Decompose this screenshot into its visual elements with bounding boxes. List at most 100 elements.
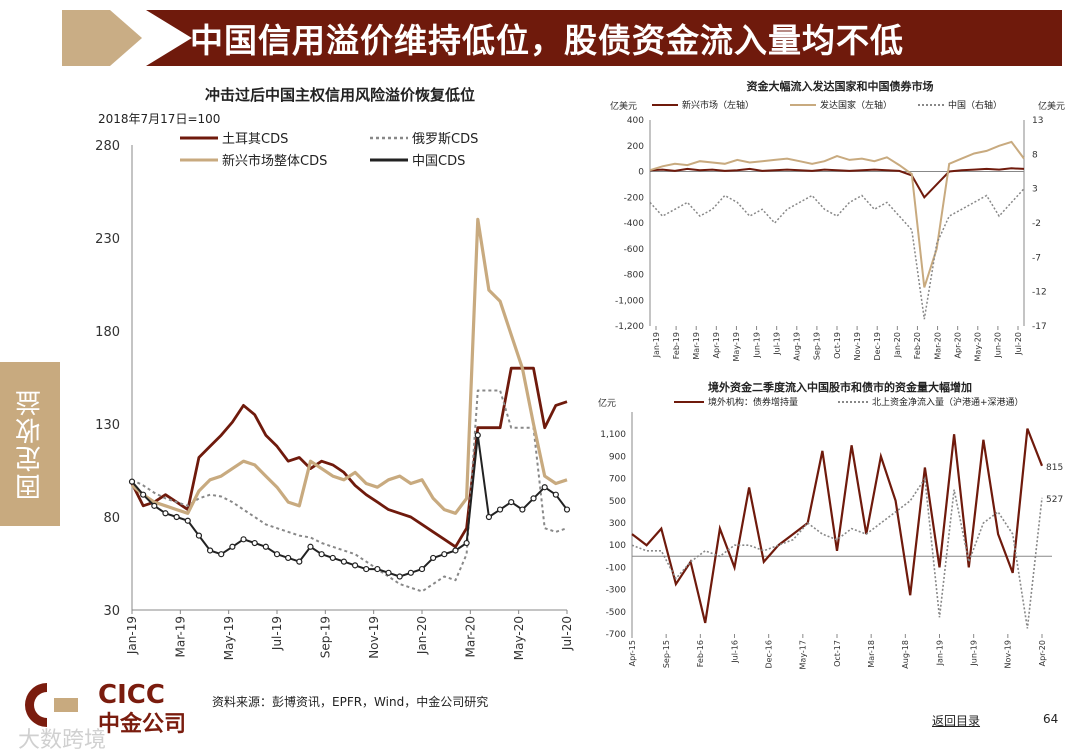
left-tick-label: 0 — [638, 168, 644, 178]
y-tick-label: -500 — [606, 608, 627, 618]
x-tick-label: May-19 — [732, 332, 741, 361]
right-tick-label: -2 — [1032, 219, 1041, 229]
left-tick-label: -800 — [624, 271, 645, 281]
x-tick-label: Jun-19 — [969, 640, 978, 667]
y-tick-label: 230 — [95, 232, 120, 247]
watermark: 大数跨境 — [18, 728, 107, 753]
x-tick-label: Jan-19 — [125, 616, 139, 655]
data-point — [430, 554, 437, 562]
data-point — [296, 558, 303, 565]
data-point — [318, 551, 325, 558]
back-to-contents-link[interactable]: 返回目录 — [932, 714, 981, 728]
x-tick-label: Nov-19 — [1004, 640, 1013, 668]
data-point — [374, 565, 381, 573]
data-point — [340, 558, 348, 565]
x-tick-label: Sep-19 — [319, 616, 333, 658]
x-tick-label: Jun-20 — [994, 332, 1003, 359]
x-tick-label: Jul-19 — [772, 332, 781, 356]
series-line — [130, 217, 568, 515]
data-point — [128, 478, 136, 485]
x-tick-label: Feb-20 — [913, 332, 922, 359]
x-tick-label: Dec-16 — [764, 640, 773, 669]
data-point — [285, 554, 292, 562]
series-line — [649, 140, 1025, 288]
y-tick-label: 280 — [95, 139, 120, 154]
data-point — [441, 551, 448, 558]
section-tab — [0, 362, 60, 526]
data-point — [519, 506, 526, 513]
x-tick-label: Aug-19 — [793, 332, 802, 361]
data-point — [273, 551, 281, 558]
x-tick-label: Feb-16 — [696, 640, 705, 667]
data-point — [385, 569, 392, 576]
x-tick-label: Oct-17 — [833, 640, 842, 667]
data-point — [307, 543, 314, 550]
x-tick-label: Mar-18 — [867, 640, 876, 668]
source-note: 资料来源：彭博资讯，EPFR，Wind，中金公司研究 — [212, 695, 489, 709]
x-tick-label: Jan-20 — [415, 616, 429, 655]
data-point — [218, 551, 225, 558]
series-line — [649, 167, 1025, 199]
y-tick-label: 130 — [95, 418, 120, 433]
page-title: 中国信用溢价维持低位，股债资金流入量均不低 — [190, 21, 904, 60]
data-point — [351, 562, 359, 569]
y-tick-label: -100 — [606, 563, 627, 573]
y-tick-label: -700 — [606, 630, 627, 640]
data-point — [206, 547, 214, 554]
left-axis-unit: 亿美元 — [610, 100, 637, 112]
right-tick-label: 3 — [1032, 185, 1038, 195]
y-tick-label: 100 — [609, 541, 626, 551]
left-axis-unit: 亿元 — [598, 397, 616, 409]
x-tick-label: Sep-19 — [813, 332, 822, 360]
left-tick-label: 200 — [627, 142, 644, 152]
legend-label: 境外机构：债券增持量 — [708, 396, 798, 408]
data-point — [508, 499, 515, 506]
x-tick-label: Jul-20 — [1014, 332, 1023, 356]
x-tick-label: May-19 — [222, 616, 236, 660]
x-tick-label: Jan-20 — [893, 332, 902, 358]
x-tick-label: Jul-16 — [730, 640, 739, 664]
x-tick-label: Jun-19 — [752, 332, 761, 359]
data-point — [418, 565, 426, 573]
x-tick-label: May-20 — [974, 332, 983, 361]
x-tick-label: May-20 — [512, 616, 526, 660]
x-tick-label: Feb-19 — [672, 332, 681, 359]
legend-label: 俄罗斯CDS — [412, 132, 478, 147]
chart-subtitle: 2018年7月17日=100 — [98, 112, 220, 126]
legend-label: 新兴市场（左轴） — [682, 99, 754, 111]
right-tick-label: 13 — [1032, 116, 1043, 126]
legend-label: 中国CDS — [412, 154, 465, 169]
x-tick-label: Mar-20 — [933, 332, 942, 360]
data-point — [184, 517, 191, 524]
right-axis-unit: 亿美元 — [1038, 100, 1065, 112]
legend-label: 土耳其CDS — [222, 132, 288, 147]
x-tick-label: Jul-20 — [560, 616, 574, 651]
right-tick-label: -17 — [1032, 322, 1047, 332]
x-tick-label: Jan-19 — [652, 332, 661, 358]
x-tick-label: Mar-19 — [692, 332, 701, 360]
data-point — [151, 502, 158, 509]
end-label: 815 — [1046, 463, 1063, 473]
left-tick-label: -400 — [624, 219, 645, 229]
x-tick-label: Nov-19 — [853, 332, 862, 360]
data-point — [463, 539, 470, 547]
legend-label: 中国（右轴） — [948, 99, 1002, 111]
right-tick-label: 8 — [1032, 150, 1038, 160]
x-tick-label: May-17 — [799, 640, 808, 669]
logo-text: CICC — [98, 680, 165, 710]
y-tick-label: -300 — [606, 586, 627, 596]
y-tick-label: 700 — [609, 475, 626, 485]
series-line — [130, 366, 568, 549]
data-point — [229, 543, 236, 550]
x-tick-label: Nov-19 — [367, 616, 381, 659]
left-tick-label: -1,000 — [615, 296, 644, 306]
end-label: 527 — [1046, 495, 1063, 505]
data-point — [485, 513, 493, 521]
right-tick-label: -12 — [1032, 288, 1047, 298]
legend-label: 发达国家（左轴） — [820, 99, 892, 111]
x-tick-label: Dec-19 — [873, 332, 882, 361]
x-tick-label: Apr-15 — [628, 640, 637, 666]
data-point — [407, 569, 414, 576]
y-tick-label: 900 — [609, 452, 626, 462]
x-tick-label: Mar-19 — [174, 616, 188, 657]
